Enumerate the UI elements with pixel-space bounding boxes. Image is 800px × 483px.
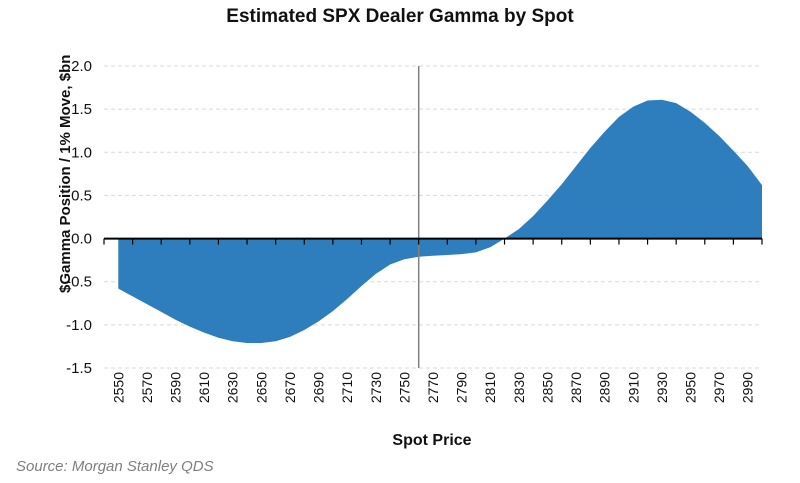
x-tick-labels: 2550 2570 2590 2610 2630 2650 2670 2690 2710 2730… [110, 372, 755, 403]
x-tick-label: 2690 [311, 372, 327, 403]
series-area-layer [118, 99, 763, 343]
x-axis-label: Spot Price [392, 432, 472, 449]
x-tick-label: 2770 [425, 372, 441, 403]
x-tick-label: 2990 [740, 372, 756, 403]
x-tick-label: 2970 [711, 372, 727, 403]
y-tick-label: -1.5 [66, 360, 92, 377]
gamma-area [118, 99, 763, 343]
x-tick-label: 2830 [511, 372, 527, 403]
y-tick-label: 1.0 [71, 144, 92, 161]
x-tick-label: 2670 [282, 372, 298, 403]
y-tick-label: -0.5 [66, 274, 92, 291]
x-tick-label: 2650 [253, 372, 269, 403]
y-tick-label: -1.0 [66, 317, 92, 334]
x-tick-label: 2750 [396, 372, 412, 403]
y-axis-label: $Gamma Position / 1% Move, $bn [57, 54, 74, 293]
x-tick-label: 2810 [482, 372, 498, 403]
y-tick-label: 1.5 [71, 101, 92, 118]
y-tick-label: 0.0 [71, 231, 92, 248]
x-tick-label: 2570 [139, 372, 155, 403]
x-tick-label: 2550 [110, 372, 126, 403]
x-axis-layer [103, 237, 763, 245]
x-tick-label: 2930 [654, 372, 670, 403]
chart-title: Estimated SPX Dealer Gamma by Spot [226, 6, 574, 27]
y-tick-labels: 2.0 1.5 1.0 0.5 0.0 -0.5 -1.0 -1.5 [66, 58, 92, 377]
x-tick-label: 2730 [368, 372, 384, 403]
y-tick-label: 2.0 [71, 58, 92, 75]
x-tick-label: 2910 [625, 372, 641, 403]
x-tick-label: 2630 [225, 372, 241, 403]
x-tick-label: 2790 [454, 372, 470, 403]
x-tick-label: 2610 [196, 372, 212, 403]
x-tick-label: 2890 [597, 372, 613, 403]
x-tick-label: 2850 [539, 372, 555, 403]
x-tick-label: 2870 [568, 372, 584, 403]
x-tick-label: 2710 [339, 372, 355, 403]
source-note: Source: Morgan Stanley QDS [16, 458, 214, 475]
x-tick-label: 2950 [682, 372, 698, 403]
x-tick-label: 2590 [168, 372, 184, 403]
y-tick-label: 0.5 [71, 187, 92, 204]
